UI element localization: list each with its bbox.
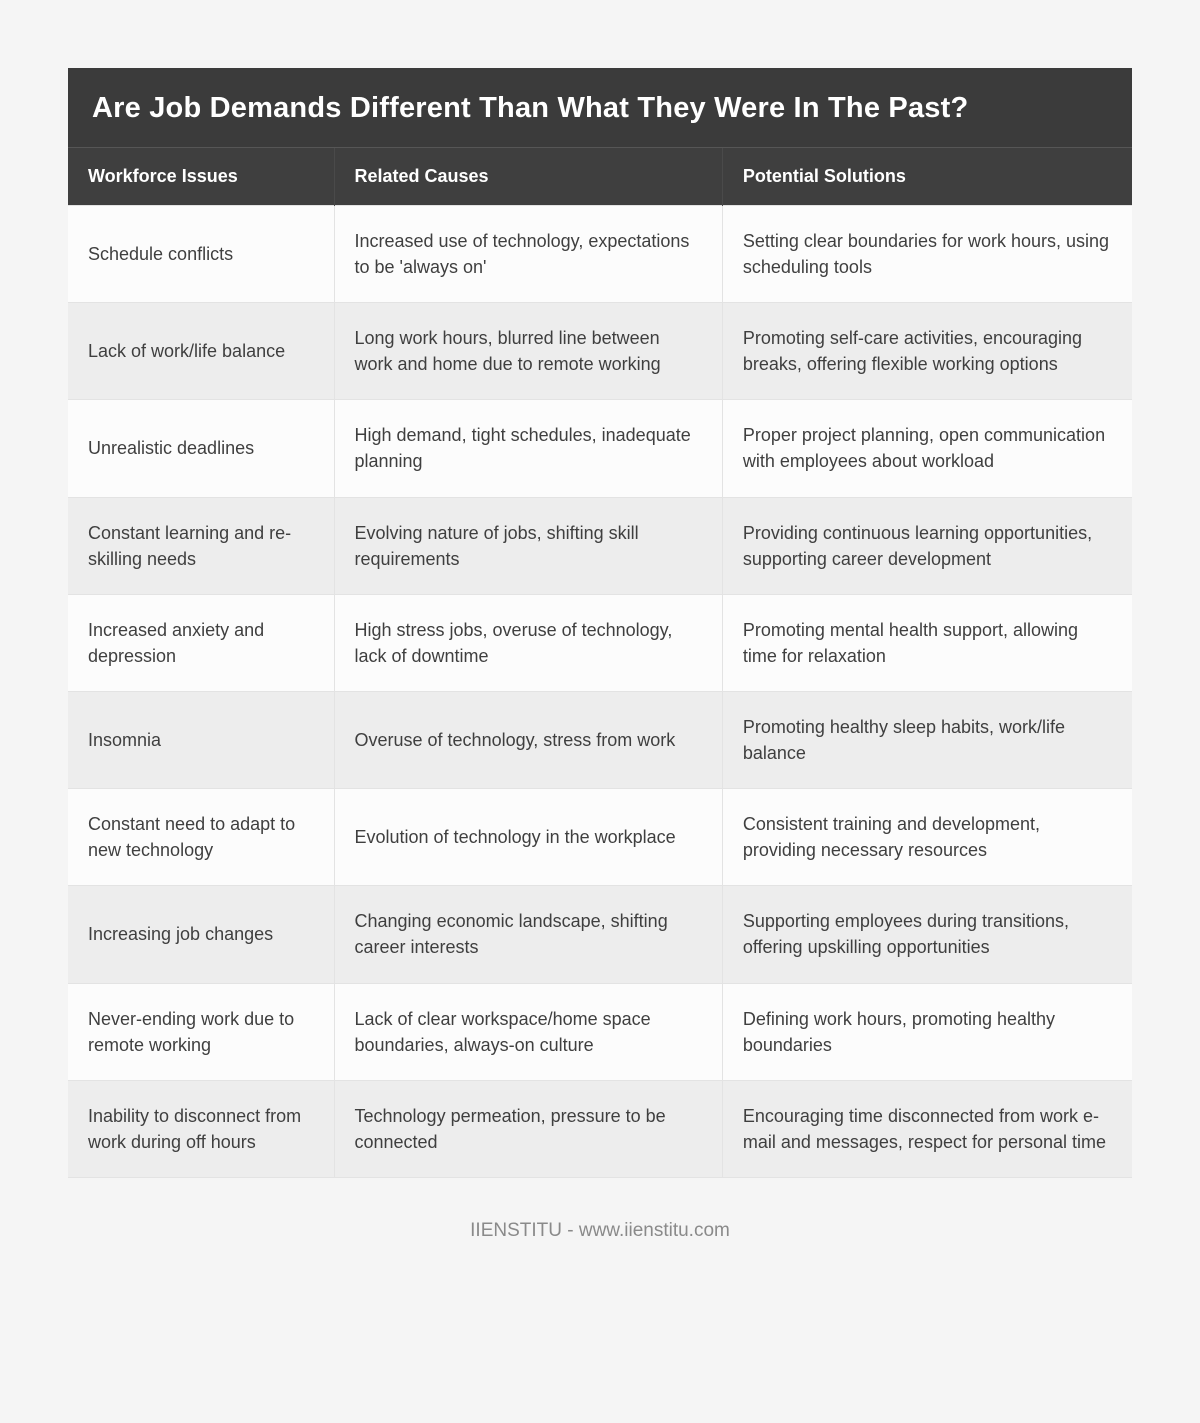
cause-cell: Lack of clear workspace/home space bound…	[333, 982, 723, 1081]
cause-cell: High demand, tight schedules, inadequate…	[333, 399, 723, 498]
page-title: Are Job Demands Different Than What They…	[68, 68, 1132, 147]
issue-cell: Lack of work/life balance	[68, 302, 335, 401]
table-row: Never-ending work due to remote working …	[68, 982, 1132, 1081]
solution-cell: Consistent training and development, pro…	[721, 788, 1132, 887]
solution-cell: Proper project planning, open communicat…	[721, 399, 1132, 498]
table-row: Constant need to adapt to new technology…	[68, 788, 1132, 887]
table-row: Schedule conflicts Increased use of tech…	[68, 204, 1132, 304]
table-header-row: Workforce Issues Related Causes Potentia…	[68, 147, 1132, 206]
column-header-potential-solutions: Potential Solutions	[721, 147, 1132, 206]
job-demands-table: Are Job Demands Different Than What They…	[68, 68, 1132, 1178]
solution-cell: Setting clear boundaries for work hours,…	[721, 204, 1132, 304]
issue-cell: Inability to disconnect from work during…	[68, 1079, 335, 1178]
solution-cell: Promoting healthy sleep habits, work/lif…	[721, 690, 1132, 790]
table-row: Increasing job changes Changing economic…	[68, 885, 1132, 984]
issue-cell: Constant learning and re-skilling needs	[68, 496, 335, 595]
cause-cell: Evolution of technology in the workplace	[333, 788, 723, 887]
cause-cell: Technology permeation, pressure to be co…	[333, 1079, 723, 1178]
issue-cell: Unrealistic deadlines	[68, 399, 335, 498]
table-row: Unrealistic deadlines High demand, tight…	[68, 399, 1132, 498]
issue-cell: Never-ending work due to remote working	[68, 982, 335, 1081]
cause-cell: Increased use of technology, expectation…	[333, 204, 723, 304]
column-header-workforce-issues: Workforce Issues	[68, 147, 334, 206]
issue-cell: Increased anxiety and depression	[68, 593, 335, 692]
column-header-related-causes: Related Causes	[333, 147, 723, 206]
solution-cell: Defining work hours, promoting healthy b…	[721, 982, 1132, 1081]
solution-cell: Supporting employees during transitions,…	[721, 885, 1132, 984]
table-row: Lack of work/life balance Long work hour…	[68, 302, 1132, 401]
solution-cell: Providing continuous learning opportunit…	[721, 496, 1132, 595]
cause-cell: High stress jobs, overuse of technology,…	[333, 593, 723, 692]
issue-cell: Schedule conflicts	[68, 204, 335, 304]
issue-cell: Constant need to adapt to new technology	[68, 788, 335, 887]
cause-cell: Changing economic landscape, shifting ca…	[333, 885, 723, 984]
table-row: Increased anxiety and depression High st…	[68, 593, 1132, 692]
table-row: Insomnia Overuse of technology, stress f…	[68, 690, 1132, 790]
table-row: Inability to disconnect from work during…	[68, 1079, 1132, 1178]
footer-credit: IIENSTITU - www.iienstitu.com	[470, 1219, 730, 1241]
issue-cell: Insomnia	[68, 690, 335, 790]
cause-cell: Long work hours, blurred line between wo…	[333, 302, 723, 401]
issue-cell: Increasing job changes	[68, 885, 335, 984]
cause-cell: Evolving nature of jobs, shifting skill …	[333, 496, 723, 595]
solution-cell: Promoting self-care activities, encourag…	[721, 302, 1132, 401]
cause-cell: Overuse of technology, stress from work	[333, 690, 723, 790]
solution-cell: Encouraging time disconnected from work …	[721, 1079, 1132, 1178]
solution-cell: Promoting mental health support, allowin…	[721, 593, 1132, 692]
workforce-issues-table: Workforce Issues Related Causes Potentia…	[68, 147, 1132, 1178]
table-row: Constant learning and re-skilling needs …	[68, 496, 1132, 595]
